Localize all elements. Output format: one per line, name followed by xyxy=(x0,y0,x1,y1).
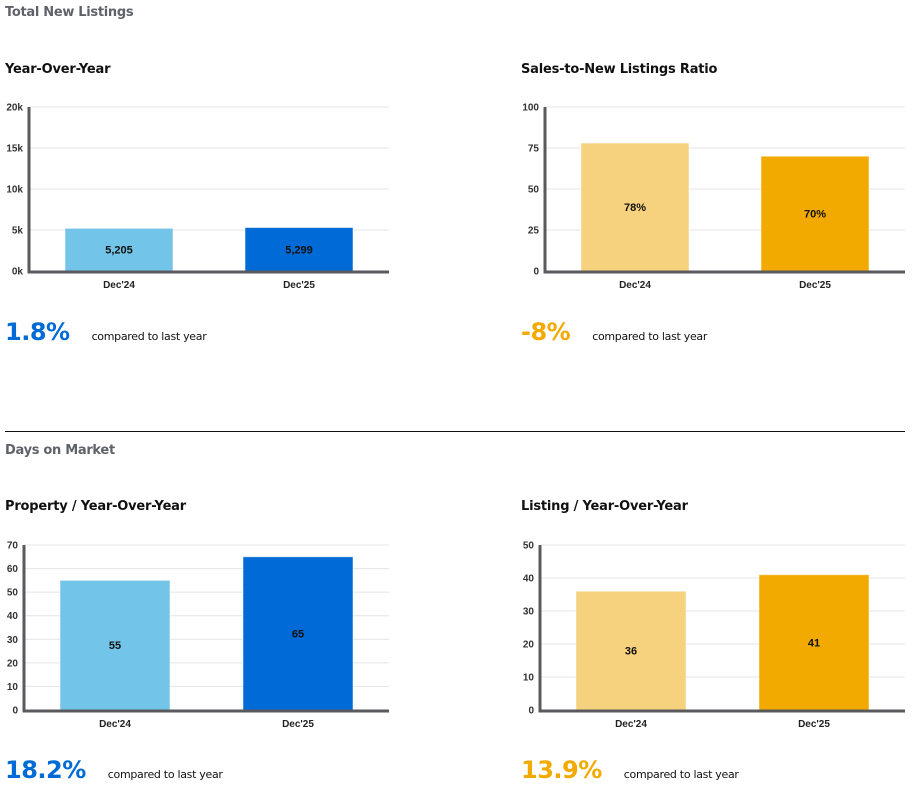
x-tick-label: Dec'24 xyxy=(615,719,647,730)
y-tick-label: 50 xyxy=(523,541,535,552)
dom-property-yoy-chart: 0 10 20 30 40 50 60 70 55 Dec'24 65 Dec'25 xyxy=(7,541,389,730)
y-tick-label: 0 xyxy=(533,267,539,278)
section-title-days-on-market: Days on Market xyxy=(5,443,115,458)
data-label: 65 xyxy=(292,628,304,640)
change-label: compared to last year xyxy=(91,330,207,343)
new-listings-change: 1.8% compared to last year xyxy=(5,318,207,346)
y-tick-label: 0 xyxy=(528,706,534,717)
data-label: 36 xyxy=(625,646,637,658)
section-title-total-new-listings: Total New Listings xyxy=(5,5,134,20)
change-label: compared to last year xyxy=(107,768,223,781)
y-tick-label: 75 xyxy=(528,144,540,155)
data-label: 41 xyxy=(808,637,820,649)
new-listings-yoy-chart: 0k 5k 10k 15k 20k 5,205 Dec'24 5,299 Dec'25 xyxy=(6,103,389,291)
change-label: compared to last year xyxy=(623,768,739,781)
change-label: compared to last year xyxy=(592,330,708,343)
y-tick-label: 100 xyxy=(522,103,539,114)
y-tick-label: 60 xyxy=(7,564,19,575)
y-tick-label: 70 xyxy=(7,541,19,552)
y-tick-label: 20k xyxy=(6,103,23,114)
chart-title-listing-yoy: Listing / Year-Over-Year xyxy=(521,499,688,514)
y-tick-label: 10 xyxy=(7,682,19,693)
y-tick-label: 20 xyxy=(523,640,535,651)
data-label: 55 xyxy=(109,640,121,652)
x-tick-label: Dec'25 xyxy=(798,719,830,730)
x-tick-label: Dec'24 xyxy=(619,280,651,291)
bar-dec25 xyxy=(760,155,870,272)
y-tick-label: 40 xyxy=(7,611,19,622)
y-tick-label: 15k xyxy=(6,144,23,155)
change-percent: -8% xyxy=(521,318,571,346)
y-tick-label: 50 xyxy=(528,185,540,196)
y-tick-label: 40 xyxy=(523,574,535,585)
bar-dec24 xyxy=(59,579,171,711)
change-percent: 18.2% xyxy=(5,756,86,784)
bar-dec24 xyxy=(64,227,174,272)
data-label: 78% xyxy=(624,202,646,214)
y-tick-label: 25 xyxy=(528,226,540,237)
chart-title-property-yoy: Property / Year-Over-Year xyxy=(5,499,186,514)
bar-dec24 xyxy=(575,590,687,711)
y-tick-label: 30 xyxy=(523,607,535,618)
sales-to-new-listings-ratio-chart: 0 25 50 75 100 78% Dec'24 70% Dec'25 xyxy=(522,103,905,291)
x-tick-label: Dec'24 xyxy=(99,719,131,730)
ratio-change: -8% compared to last year xyxy=(521,318,707,346)
data-label: 70% xyxy=(804,209,826,221)
dom-listing-change: 13.9% compared to last year xyxy=(521,756,739,784)
data-label: 5,205 xyxy=(105,245,133,257)
y-tick-label: 10k xyxy=(6,185,23,196)
y-tick-label: 10 xyxy=(523,673,535,684)
x-tick-label: Dec'24 xyxy=(103,280,135,291)
y-tick-label: 20 xyxy=(7,658,19,669)
dom-property-change: 18.2% compared to last year xyxy=(5,756,223,784)
bar-dec25 xyxy=(758,574,870,711)
y-tick-label: 5k xyxy=(12,226,24,237)
change-percent: 1.8% xyxy=(5,318,70,346)
x-tick-label: Dec'25 xyxy=(282,719,314,730)
x-tick-label: Dec'25 xyxy=(283,280,315,291)
chart-title-year-over-year: Year-Over-Year xyxy=(5,62,111,77)
chart-title-sales-to-new-listings-ratio: Sales-to-New Listings Ratio xyxy=(521,62,718,77)
y-tick-label: 0k xyxy=(12,267,24,278)
dom-listing-yoy-chart: 0 10 20 30 40 50 36 Dec'24 41 Dec'25 xyxy=(523,541,905,730)
y-tick-label: 30 xyxy=(7,635,19,646)
y-tick-label: 0 xyxy=(12,706,18,717)
change-percent: 13.9% xyxy=(521,756,602,784)
data-label: 5,299 xyxy=(285,244,313,256)
x-tick-label: Dec'25 xyxy=(799,280,831,291)
section-divider xyxy=(5,431,905,432)
y-tick-label: 50 xyxy=(7,588,19,599)
